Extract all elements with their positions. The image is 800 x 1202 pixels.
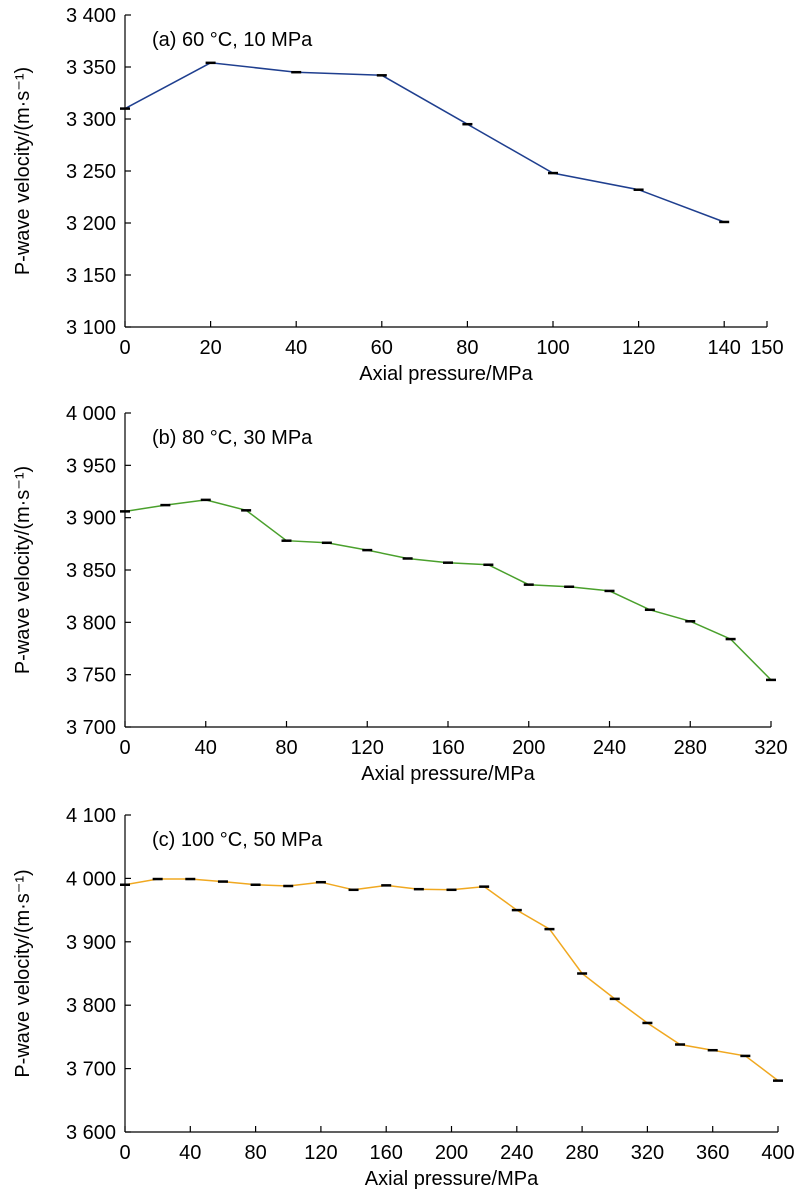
x-tick-label-c: 400 [761, 1142, 794, 1164]
y-tick-label-a: 3 150 [66, 265, 116, 287]
y-tick-label-c: 3 900 [66, 932, 116, 954]
x-tick-label-a: 40 [285, 337, 307, 359]
x-tick-label-c: 200 [435, 1142, 468, 1164]
x-tick-label-b: 200 [512, 737, 545, 759]
y-tick-label-a: 3 200 [66, 213, 116, 235]
series-line-b [124, 499, 772, 681]
x-tick-label-b: 320 [754, 737, 787, 759]
x-tick-label-b: 80 [275, 737, 297, 759]
x-tick-label-a: 140 [708, 337, 741, 359]
y-tick-label-a: 3 300 [66, 109, 116, 131]
x-tick-label-b: 160 [431, 737, 464, 759]
y-tick-label-a: 3 100 [66, 317, 116, 339]
panel-annotation-c: (c) 100 °C, 50 MPa [152, 829, 323, 851]
x-tick-label-a: 80 [456, 337, 478, 359]
x-tick-label-c: 360 [696, 1142, 729, 1164]
x-tick-label-c: 0 [119, 1142, 130, 1164]
x-tick-label-b: 240 [593, 737, 626, 759]
series-line-a [124, 62, 725, 223]
y-tick-label-b: 3 900 [66, 508, 116, 530]
y-tick-label-b: 3 750 [66, 665, 116, 687]
y-axis-title-c: P-wave velocity/(m·s⁻¹) [12, 869, 34, 1077]
x-tick-label-c: 40 [179, 1142, 201, 1164]
x-axis-title-c: Axial pressure/MPa [365, 1168, 539, 1190]
y-axis-title-b: P-wave velocity/(m·s⁻¹) [12, 466, 34, 674]
panel-annotation-b: (b) 80 °C, 30 MPa [152, 427, 313, 449]
x-tick-label-c: 280 [565, 1142, 598, 1164]
y-tick-label-b: 4 000 [66, 403, 116, 425]
x-tick-label-a: 100 [536, 337, 569, 359]
x-tick-label-a: 60 [371, 337, 393, 359]
y-tick-label-a: 3 350 [66, 57, 116, 79]
y-tick-label-c: 4 100 [66, 805, 116, 827]
x-tick-label-c: 80 [244, 1142, 266, 1164]
chart-panel-b: 3 700 3 750 3 800 3 850 3 900 3 950 4 000 0 40 80… [12, 403, 788, 785]
x-tick-label-c: 120 [304, 1142, 337, 1164]
x-tick-label-c: 240 [500, 1142, 533, 1164]
x-tick-label-b: 280 [674, 737, 707, 759]
x-tick-label-a: 0 [119, 337, 130, 359]
y-tick-label-c: 4 000 [66, 868, 116, 890]
x-axis-title-a: Axial pressure/MPa [359, 363, 533, 385]
y-tick-label-a: 3 400 [66, 5, 116, 27]
y-tick-label-b: 3 800 [66, 612, 116, 634]
chart-panel-c: 3 600 3 700 3 800 3 900 4 000 4 100 0 40 80 120 16… [12, 805, 795, 1190]
x-tick-label-b: 120 [351, 737, 384, 759]
y-tick-label-c: 3 800 [66, 995, 116, 1017]
x-tick-label-a: 120 [622, 337, 655, 359]
x-tick-label-b: 40 [195, 737, 217, 759]
y-tick-label-b: 3 850 [66, 560, 116, 582]
y-tick-label-a: 3 250 [66, 161, 116, 183]
y-tick-label-b: 3 700 [66, 717, 116, 739]
x-tick-label-a: 150 [750, 337, 783, 359]
panel-annotation-a: (a) 60 °C, 10 MPa [152, 29, 313, 51]
x-tick-label-a: 20 [199, 337, 221, 359]
y-tick-label-c: 3 700 [66, 1059, 116, 1081]
x-tick-label-c: 160 [370, 1142, 403, 1164]
x-tick-label-b: 0 [119, 737, 130, 759]
chart-panel-a: 3 100 3 150 3 200 3 250 3 300 3 350 3 400 0 20 40… [12, 5, 784, 385]
x-axis-title-b: Axial pressure/MPa [361, 763, 535, 785]
y-tick-label-b: 3 950 [66, 455, 116, 477]
y-tick-label-c: 3 600 [66, 1122, 116, 1144]
y-axis-title-a: P-wave velocity/(m·s⁻¹) [12, 67, 34, 275]
x-tick-label-c: 320 [631, 1142, 664, 1164]
series-line-c [124, 878, 779, 1082]
